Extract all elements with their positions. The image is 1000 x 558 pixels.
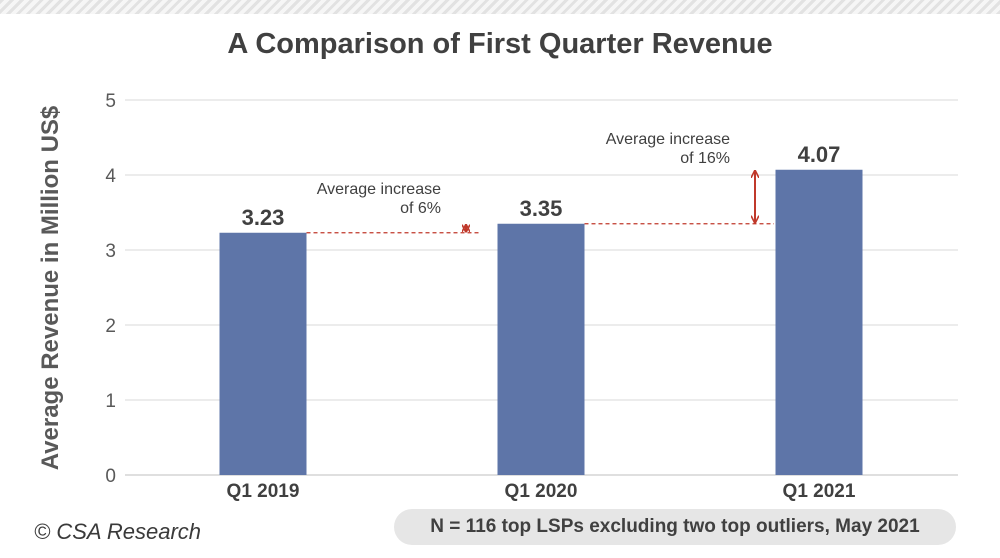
bar [775,169,863,475]
y-tick-label: 0 [105,466,116,487]
annotation-text: of 16% [680,150,730,167]
annotation-text: Average increase [606,131,730,148]
data-label: 3.23 [242,205,285,230]
y-tick-label: 5 [105,91,116,112]
sample-note-text: N = 116 top LSPs excluding two top outli… [430,516,920,537]
x-tick-label: Q1 2020 [505,481,578,502]
chart-title: A Comparison of First Quarter Revenue [227,28,773,60]
x-tick-label: Q1 2021 [783,481,856,502]
decorative-header-stripe [0,0,1000,14]
data-label: 4.07 [798,142,841,167]
y-tick-label: 3 [105,241,116,262]
y-tick-label: 4 [105,166,116,187]
copyright-text: © CSA Research [34,519,202,544]
data-label: 3.35 [520,196,563,221]
sample-note-badge: N = 116 top LSPs excluding two top outli… [394,509,956,545]
annotation-text: of 6% [400,200,441,217]
bar [219,232,307,475]
bar [497,223,585,475]
x-tick-label: Q1 2019 [227,481,300,502]
y-tick-label: 2 [105,316,116,337]
annotation-text: Average increase [317,181,441,198]
y-tick-label: 1 [105,391,116,412]
